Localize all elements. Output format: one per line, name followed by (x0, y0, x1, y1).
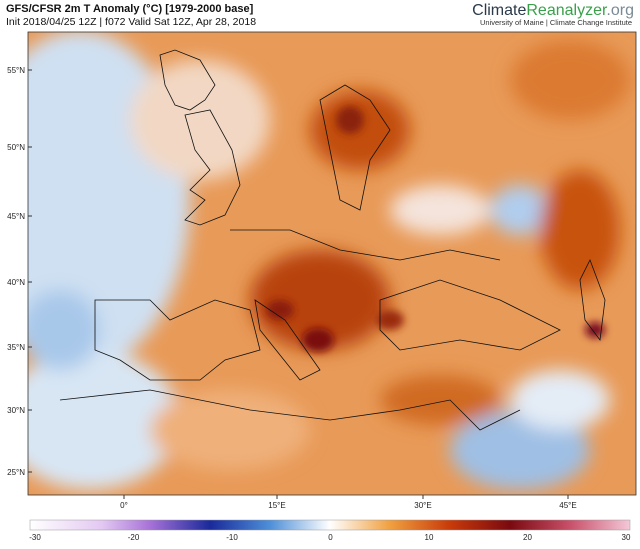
latitude-label: 55°N (7, 66, 25, 75)
logo-part: Climate (472, 2, 526, 19)
colorbar-tick-label: 20 (523, 533, 532, 542)
colorbar-tick-label: 30 (622, 533, 631, 542)
longitude-label: 15°E (268, 501, 285, 510)
latitude-label: 40°N (7, 278, 25, 287)
latitude-label: 50°N (7, 143, 25, 152)
title: GFS/CFSR 2m T Anomaly (°C) [1979-2000 ba… (6, 3, 254, 15)
logo-part: .org (606, 2, 634, 19)
logo: ClimateReanalyzer.org (472, 2, 634, 19)
colorbar-tick-label: 0 (328, 533, 333, 542)
anomaly-map (28, 32, 636, 495)
latitude-label: 35°N (7, 343, 25, 352)
axis-labels: 55°N 50°N 45°N 40°N 35°N 30°N 25°N 0° 15°E 30°E 45… (7, 66, 577, 510)
logo-part: Reanalyzer (526, 2, 608, 19)
longitude-label: 30°E (414, 501, 431, 510)
latitude-label: 30°N (7, 406, 25, 415)
colorbar-ticks: -30 -20 -10 0 10 20 30 (29, 533, 631, 542)
colorbar-tick-label: 10 (425, 533, 434, 542)
map-frame (27, 31, 637, 496)
latitude-label: 25°N (7, 468, 25, 477)
colorbar (29, 519, 631, 531)
latitude-label: 45°N (7, 212, 25, 221)
longitude-label: 45°E (559, 501, 576, 510)
logo-tagline: University of Maine | Climate Change Ins… (480, 18, 632, 27)
longitude-label: 0° (120, 501, 128, 510)
colorbar-tick-label: -20 (128, 533, 140, 542)
colorbar-tick-label: -10 (226, 533, 238, 542)
subtitle: Init 2018/04/25 12Z | f072 Valid Sat 12Z… (6, 16, 256, 28)
colorbar-tick-label: -30 (29, 533, 41, 542)
